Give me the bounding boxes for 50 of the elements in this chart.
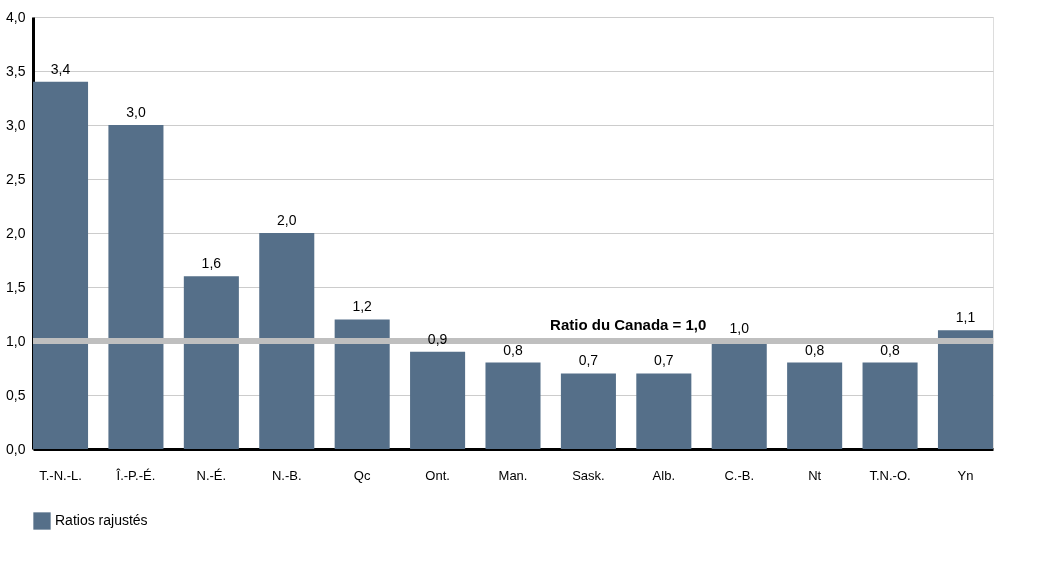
- bar: [711, 341, 767, 449]
- data-label: 0,7: [578, 352, 599, 369]
- data-label: 0,8: [880, 341, 900, 358]
- data-label: 0,9: [427, 330, 448, 347]
- data-label: 1,1: [955, 309, 976, 326]
- x-tick-label: C.-B.: [724, 467, 755, 483]
- x-tick-label: Ont.: [425, 467, 450, 483]
- data-label: 1,0: [729, 320, 750, 336]
- bar: [560, 373, 616, 449]
- bar: [787, 362, 843, 449]
- x-tick-label: N.-B.: [271, 467, 302, 483]
- y-tick-label: 1,0: [6, 332, 26, 349]
- x-tick-label: Yn: [957, 467, 974, 483]
- x-tick-label: T.-N.-L.: [39, 467, 82, 483]
- bar: [334, 319, 390, 449]
- y-tick-label: 2,5: [6, 170, 26, 187]
- y-tick-label: 0,0: [6, 440, 26, 457]
- bar: [259, 233, 315, 449]
- data-label: 0,7: [654, 352, 674, 369]
- y-tick-label: 0,5: [6, 386, 26, 403]
- x-tick-label: Nt: [808, 467, 822, 483]
- y-tick-label: 3,5: [6, 62, 26, 79]
- data-label: 1,6: [201, 255, 222, 272]
- data-label: 0,8: [503, 341, 523, 358]
- bar: [862, 362, 918, 449]
- x-tick-label: Sask.: [572, 467, 605, 483]
- bar: [485, 362, 541, 449]
- y-tick-label: 1,5: [6, 278, 26, 295]
- data-label: 3,0: [126, 104, 146, 120]
- y-tick-label: 3,0: [6, 116, 26, 133]
- data-label: 0,8: [804, 341, 825, 358]
- bar: [183, 276, 239, 449]
- y-tick-label: 4,0: [6, 8, 26, 25]
- bar: [410, 351, 466, 449]
- data-label: 2,0: [277, 212, 297, 228]
- x-tick-label: Qc: [353, 467, 371, 483]
- bar: [108, 125, 164, 449]
- x-tick-label: T.N.-O.: [869, 467, 911, 483]
- legend-label: Ratios rajustés: [55, 512, 148, 528]
- y-tick-label: 2,0: [6, 224, 26, 241]
- x-tick-label: Man.: [498, 467, 528, 483]
- data-label: 1,2: [352, 298, 373, 315]
- bar: [937, 330, 993, 449]
- bar: [636, 373, 692, 449]
- ref-line-label: Ratio du Canada = 1,0: [550, 316, 707, 333]
- x-tick-label: N.-É.: [196, 467, 227, 483]
- data-label: 3,4: [50, 60, 71, 77]
- bar: [33, 81, 89, 449]
- x-tick-label: Alb.: [652, 467, 676, 483]
- x-tick-label: Î.-P.-É.: [115, 467, 156, 483]
